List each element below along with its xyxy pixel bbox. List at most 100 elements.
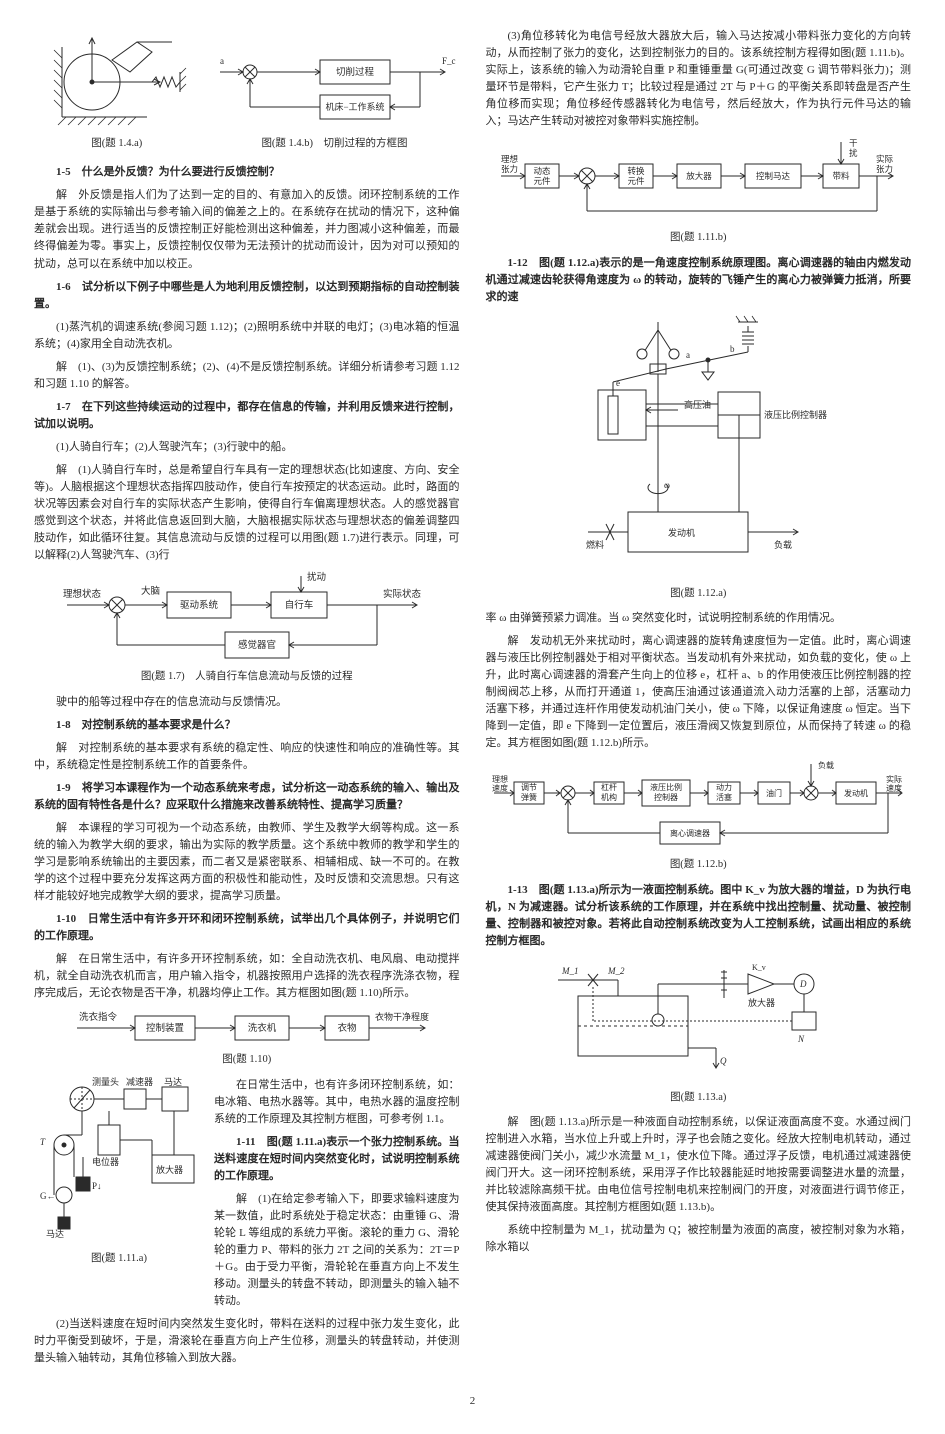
fig17-b1: 驱动系统	[180, 599, 219, 611]
q113-p1: 解 图(题 1.13.a)所示是一种液面自动控制系统，以保证液面高度不变。水通过…	[486, 1114, 912, 1216]
fig17-b2: 自行车	[284, 599, 313, 611]
svg-text:速度: 速度	[886, 783, 902, 793]
q113-title: 1-13 图(题 1.13.a)所示为一液面控制系统。图中 K_v 为放大器的增…	[486, 882, 912, 950]
fig112b-fb: 离心调速器	[670, 828, 710, 838]
q19-title: 1-9 将学习本课程作为一个动态系统来考虑，试分析这一动态系统的输入、输出及系统…	[34, 780, 460, 814]
fig-1-4a-caption: 图(题 1.4.a)	[34, 136, 200, 152]
fig-1-4b-caption: 图(题 1.4.b) 切削过程的方框图	[210, 136, 460, 152]
q17-p1: (1)人骑自行车；(2)人驾驶汽车；(3)行驶中的船。	[34, 439, 460, 456]
svg-text:机构: 机构	[601, 792, 617, 802]
q17-p3: 驶中的船等过程中存在的信息流动与反馈情况。	[34, 694, 460, 711]
svg-text:活塞: 活塞	[716, 792, 732, 802]
fig113a-l1: 放大器	[748, 997, 775, 1008]
fig-1-12a-caption: 图(题 1.12.a)	[486, 586, 912, 602]
fig111a-l5: 电位器	[92, 1156, 119, 1167]
svg-text:元件: 元件	[534, 176, 552, 186]
svg-text:b: b	[730, 344, 735, 354]
fig113a-l5: D	[799, 979, 807, 989]
q110-p2: 在日常生活中，也有许多闭环控制系统，如：电冰箱、电热水器等。其中，电热水器的温度…	[214, 1077, 460, 1128]
q112-p2: 解 发动机无外来扰动时，离心调速器的旋转角速度恒为一定值。此时，离心调速器与液压…	[486, 633, 912, 752]
fig-1-11b: 理想 张力 动态 元件 转换 元件 放大器 控制马达 带料 实际 张力 干 扰 …	[486, 136, 912, 246]
q110-p1: 解 在日常生活中，有许多开环控制系统，如：全自动洗衣机、电风扇、电动搅拌机，就全…	[34, 951, 460, 1002]
q112-title: 1-12 图(题 1.12.a)表示的是一角速度控制系统原理图。离心调速器的轴由…	[486, 255, 912, 306]
q112-p1: 率 ω 由弹簧预紧力调准。当 ω 突然变化时，试说明控制系统的作用情况。	[486, 610, 912, 627]
fig14b-box2: 机床−工作系统	[325, 101, 384, 112]
fig113a-l3: M_2	[607, 966, 625, 976]
fig-1-12a: 高压油 液压比例控制器 发动机 燃料 负载 ω a b e 图(题 1.12.a…	[486, 312, 912, 602]
fig113a-l7: K_v	[752, 963, 766, 972]
fig110-b1: 控制装置	[146, 1022, 184, 1034]
q15-p1: 解 外反馈是指人们为了达到一定的目的、有意加入的反馈。闭环控制系统的工作是基于系…	[34, 187, 460, 272]
fig112a-l4: 燃料	[586, 539, 604, 550]
fig111b-b5: 带料	[833, 171, 851, 181]
svg-text:T: T	[40, 1137, 46, 1147]
fig17-out: 实际状态	[383, 588, 422, 600]
fig112a-l1: 高压油	[684, 399, 711, 410]
q16-p2: 解 (1)、(3)为反馈控制系统；(2)、(4)不是反馈控制系统。详细分析请参考…	[34, 359, 460, 393]
fig-1-13a-caption: 图(题 1.13.a)	[486, 1090, 912, 1106]
fig113a-l6: N	[797, 1034, 805, 1044]
q19-p1: 解 本课程的学习可视为一个动态系统，由教师、学生及教学大纲等构成。这一系统的输入…	[34, 820, 460, 905]
fig111b-out: 实际	[876, 154, 894, 164]
fig17-fb: 感觉器官	[238, 639, 276, 651]
fig111b-b4: 控制马达	[756, 171, 791, 181]
q16-title: 1-6 试分析以下例子中哪些是人为地利用反馈控制，以达到预期指标的自动控制装置。	[34, 279, 460, 313]
fig-1-4-row: 图(题 1.4.a)	[34, 32, 460, 160]
q111-title: 1-11 图(题 1.11.a)表示一个张力控制系统。当送料速度在短时间内突然变…	[214, 1134, 460, 1185]
fig112b-dis: 负载	[818, 760, 834, 770]
fig112a-l5: 负载	[774, 539, 792, 550]
fig-1-4b-svg: a F_c 切削过程 机床−工作系统	[210, 32, 460, 132]
fig111a-l1: 测量头	[92, 1077, 119, 1087]
fig-1-11b-caption: 图(题 1.11.b)	[486, 230, 912, 246]
fig111a-l2: 减速器	[126, 1077, 153, 1087]
fig111b-b2: 转换	[628, 166, 646, 176]
q18-title: 1-8 对控制系统的基本要求是什么？	[34, 717, 460, 734]
q18-p1: 解 对控制系统的基本要求有系统的稳定性、响应的快速性和响应的准确性等。其中，系统…	[34, 740, 460, 774]
fig110-out: 衣物干净程度	[375, 1011, 429, 1022]
left-column: 图(题 1.4.a)	[34, 28, 460, 1373]
fig111b-b1: 动态	[534, 166, 552, 176]
fig-1-12b-caption: 图(题 1.12.b)	[486, 857, 912, 873]
fig14b-in-label: a	[220, 56, 224, 66]
svg-text:P↓: P↓	[92, 1181, 102, 1191]
fig-1-11a-block: 测量头 减速器 马达 放大器 电位器 T G← P↓ 马达 图(题 1.11.a…	[34, 1077, 460, 1317]
fig-1-7: 理想状态 大脑 驱动系统 自行车 实际状态 感觉器官 扰动 图(题 1.7) 人…	[34, 570, 460, 685]
svg-text:控制器: 控制器	[654, 792, 678, 802]
q110-title: 1-10 日常生活中有许多开环和闭环控制系统，试举出几个具体例子，并说明它们的工…	[34, 911, 460, 945]
fig113a-l2: M_1	[561, 966, 579, 976]
fig110-in: 洗衣指令	[79, 1011, 118, 1023]
fig111b-b3: 放大器	[686, 171, 712, 181]
fig-1-12b: 理想速度 调节弹簧 杠杆机构 液压比例控制器 动力活塞 油门 发动机 实际速度 …	[486, 758, 912, 873]
fig-1-11a-svg: 测量头 减速器 马达 放大器 电位器 T G← P↓ 马达	[34, 1077, 204, 1247]
fig-1-10-caption: 图(题 1.10)	[34, 1052, 460, 1068]
svg-text:弹簧: 弹簧	[521, 792, 537, 802]
fig14b-box1: 切削过程	[335, 66, 374, 78]
fig17-dis: 扰动	[307, 571, 326, 583]
fig112b-b4: 动力	[716, 782, 732, 792]
fig111b-dis: 干	[849, 138, 858, 148]
fig112b-b5: 油门	[766, 788, 782, 798]
fig112b-b1: 调节	[521, 783, 537, 792]
q16-p1: (1)蒸汽机的调速系统(参阅习题 1.12)；(2)照明系统中并联的电灯；(3)…	[34, 319, 460, 353]
q111-p1: 解 (1)在给定参考输入下，即要求输料速度为某一数值，此时系统处于稳定状态：由重…	[214, 1191, 460, 1310]
r-p1: (3)角位移转化为电信号经放大器放大后，输入马达按减小带料张力变化的方向转动，从…	[486, 28, 912, 130]
fig112a-l3: 发动机	[668, 527, 695, 538]
fig112b-b3: 液压比例	[650, 782, 682, 792]
fig-1-4a-svg	[42, 32, 192, 132]
fig111a-l4: 放大器	[156, 1164, 183, 1175]
fig111b-in: 理想	[501, 154, 519, 164]
fig14b-out-label: F_c	[442, 56, 456, 66]
svg-text:理想: 理想	[492, 774, 508, 784]
fig-1-7-caption: 图(题 1.7) 人骑自行车信息流动与反馈的过程	[34, 669, 460, 685]
q15-title: 1-5 什么是外反馈？为什么要进行反馈控制？	[34, 164, 460, 181]
q111-p2: (2)当送料速度在短时间内突然发生变化时，带料在送料的过程中张力发生变化，此时力…	[34, 1316, 460, 1367]
svg-text:张力: 张力	[501, 164, 518, 174]
svg-text:扰: 扰	[849, 148, 858, 158]
right-column: (3)角位移转化为电信号经放大器放大后，输入马达按减小带料张力变化的方向转动，从…	[486, 28, 912, 1373]
page-number: 2	[0, 1393, 945, 1434]
q113-p2: 系统中控制量为 M_1，扰动量为 Q；被控制量为液面的高度，被控制对象为水箱，除…	[486, 1222, 912, 1256]
fig-1-10: 洗衣指令 控制装置 洗衣机 衣物 衣物干净程度 图(题 1.10)	[34, 1008, 460, 1068]
svg-text:a: a	[686, 350, 690, 360]
fig112a-l2: 液压比例控制器	[764, 409, 827, 420]
fig110-b3: 衣物	[337, 1022, 357, 1034]
